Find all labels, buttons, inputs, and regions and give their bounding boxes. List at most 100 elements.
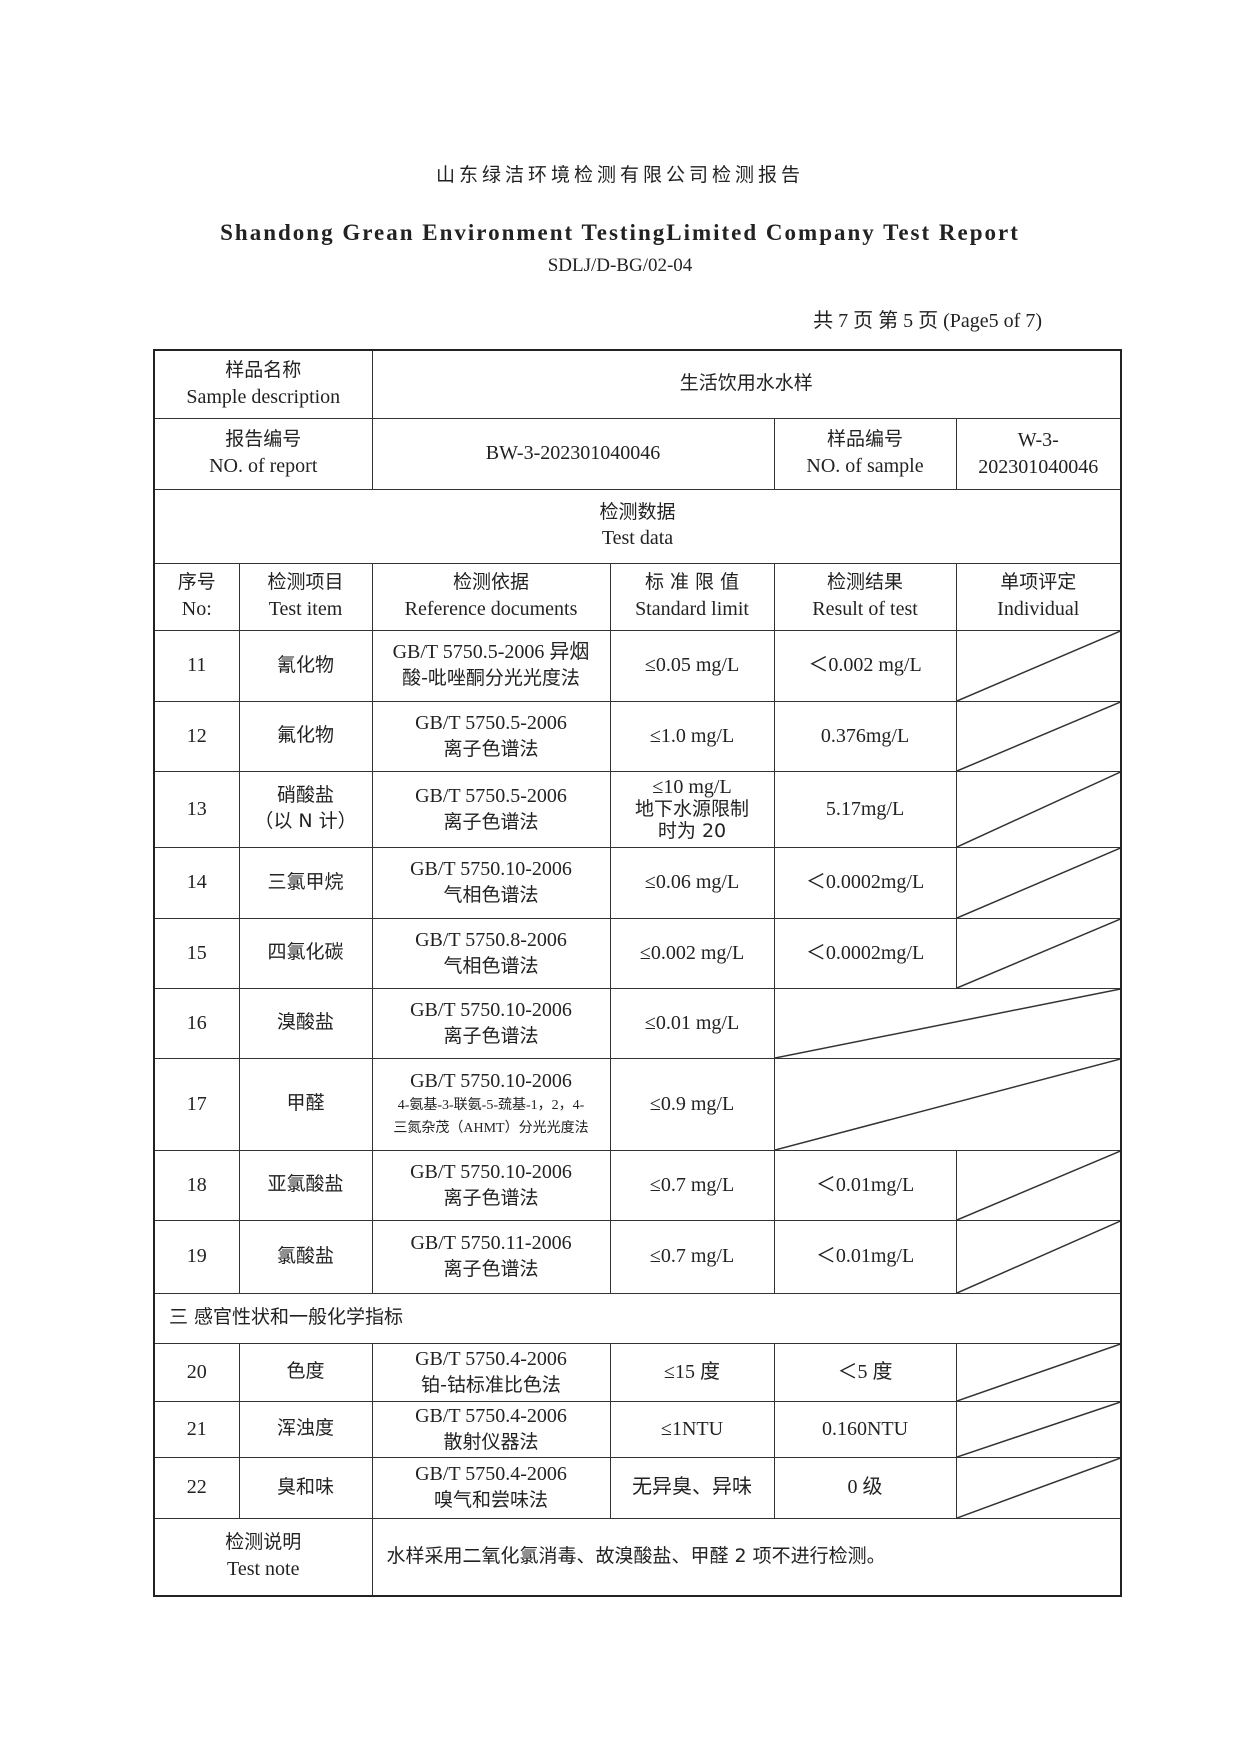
table-row: 15 四氯化碳 GB/T 5750.8-2006 气相色谱法 ≤0.002 mg/L ＜0… [153, 917, 1122, 989]
individual-evaluation [955, 1342, 1122, 1402]
test-note-text: 水样采用二氧化氯消毒、故溴酸盐、甲醛 2 项不进行检测。 [371, 1517, 1122, 1597]
test-result: ＜0.0002mg/L [773, 846, 957, 919]
standard-limit: ≤1.0 mg/L [609, 700, 775, 772]
slash-mark [775, 1059, 1121, 1150]
individual-evaluation [955, 1400, 1122, 1458]
test-item: 三氯甲烷 [238, 846, 373, 919]
row-no: 16 [153, 987, 240, 1059]
table-row: 12 氟化物 GB/T 5750.5-2006 离子色谱法 ≤1.0 mg/L 0.376… [153, 700, 1122, 772]
slash-mark [957, 1221, 1121, 1293]
sample-no-label: 样品编号 NO. of sample [773, 417, 957, 490]
table-row: 22 臭和味 GB/T 5750.4-2006 嗅气和尝味法 无异臭、异味 0 级 [153, 1456, 1122, 1519]
standard-limit: ≤0.7 mg/L [609, 1149, 775, 1221]
standard-limit: ≤0.01 mg/L [609, 987, 775, 1059]
reference-doc: GB/T 5750.11-2006 离子色谱法 [371, 1219, 611, 1294]
standard-limit: ≤1NTU [609, 1400, 775, 1458]
not-tested-cell [773, 1057, 1122, 1151]
col-no: 序号 No: [153, 562, 240, 631]
row-no: 17 [153, 1057, 240, 1151]
section-heading: 三 感官性状和一般化学指标 [153, 1292, 1122, 1344]
sample-desc-label: 样品名称 Sample description [153, 349, 373, 419]
slash-mark [957, 1151, 1121, 1220]
standard-limit: ≤15 度 [609, 1342, 775, 1402]
reference-doc: GB/T 5750.4-2006 散射仪器法 [371, 1400, 611, 1458]
col-ref: 检测依据 Reference documents [371, 562, 611, 631]
sample-desc-row: 样品名称 Sample description 生活饮用水水样 [153, 349, 1122, 419]
row-no: 20 [153, 1342, 240, 1402]
row-no: 11 [153, 629, 240, 702]
reference-doc: GB/T 5750.4-2006 铂-钴标准比色法 [371, 1342, 611, 1402]
reference-doc: GB/T 5750.5-2006 异烟 酸-吡唑酮分光光度法 [371, 629, 611, 702]
report-title-cn: 山东绿洁环境检测有限公司检测报告 [435, 164, 804, 186]
slash-mark [957, 848, 1121, 918]
reference-doc: GB/T 5750.8-2006 气相色谱法 [371, 917, 611, 989]
reference-doc: GB/T 5750.10-2006 离子色谱法 [371, 987, 611, 1059]
test-note-label: 检测说明 Test note [153, 1517, 373, 1597]
test-result: 5.17mg/L [773, 770, 957, 848]
slash-mark [957, 631, 1121, 701]
individual-evaluation [955, 700, 1122, 772]
report-no-value: BW-3-202301040046 [371, 417, 775, 490]
test-item: 硝酸盐 （以 N 计） [238, 770, 373, 848]
table-row: 19 氯酸盐 GB/T 5750.11-2006 离子色谱法 ≤0.7 mg/L ＜0.0… [153, 1219, 1122, 1294]
row-no: 18 [153, 1149, 240, 1221]
column-header-row: 序号 No: 检测项目 Test item 检测依据 Reference docume… [153, 562, 1122, 631]
individual-evaluation [955, 846, 1122, 919]
table-row: 17 甲醛 GB/T 5750.10-2006 4-氨基-3-联氨-5-巯基-1，2，… [153, 1057, 1122, 1151]
individual-evaluation [955, 1456, 1122, 1519]
reference-doc: GB/T 5750.10-2006 离子色谱法 [371, 1149, 611, 1221]
reference-doc: GB/T 5750.5-2006 离子色谱法 [371, 700, 611, 772]
test-result: 0.160NTU [773, 1400, 957, 1458]
col-item: 检测项目 Test item [238, 562, 373, 631]
test-item: 氟化物 [238, 700, 373, 772]
test-item: 氯酸盐 [238, 1219, 373, 1294]
reference-doc: GB/T 5750.10-2006 4-氨基-3-联氨-5-巯基-1，2，4- 三氮… [371, 1057, 611, 1151]
col-result: 检测结果 Result of test [773, 562, 957, 631]
test-item: 色度 [238, 1342, 373, 1402]
report-table: 样品名称 Sample description 生活饮用水水样 报告编号 NO. o… [153, 349, 1123, 1597]
test-item: 浑浊度 [238, 1400, 373, 1458]
individual-evaluation [955, 917, 1122, 989]
standard-limit: ≤0.002 mg/L [609, 917, 775, 989]
page-info: 共 7 页 第 5 页 (Page5 of 7) [813, 310, 1042, 332]
test-item: 臭和味 [238, 1456, 373, 1519]
table-row: 11 氰化物 GB/T 5750.5-2006 异烟 酸-吡唑酮分光光度法 ≤0.05 … [153, 629, 1122, 702]
report-no-row: 报告编号 NO. of report BW-3-202301040046 样品编号… [153, 417, 1122, 490]
test-item: 亚氯酸盐 [238, 1149, 373, 1221]
row-no: 22 [153, 1456, 240, 1519]
doc-code: SDLJ/D-BG/02-04 [547, 255, 693, 276]
row-no: 12 [153, 700, 240, 772]
slash-mark [957, 919, 1121, 988]
table-row: 18 亚氯酸盐 GB/T 5750.10-2006 离子色谱法 ≤0.7 mg/L ＜0.… [153, 1149, 1122, 1221]
col-limit: 标 准 限 值 Standard limit [609, 562, 775, 631]
slash-mark [957, 702, 1121, 771]
test-result: ＜0.01mg/L [773, 1149, 957, 1221]
table-row: 14 三氯甲烷 GB/T 5750.10-2006 气相色谱法 ≤0.06 mg/L ＜0… [153, 846, 1122, 919]
row-no: 15 [153, 917, 240, 989]
individual-evaluation [955, 629, 1122, 702]
reference-doc: GB/T 5750.5-2006 离子色谱法 [371, 770, 611, 848]
individual-evaluation [955, 1149, 1122, 1221]
table-row: 16 溴酸盐 GB/T 5750.10-2006 离子色谱法 ≤0.01 mg/L [153, 987, 1122, 1059]
standard-limit: ≤0.7 mg/L [609, 1219, 775, 1294]
slash-mark [775, 989, 1121, 1058]
test-result: ＜0.01mg/L [773, 1219, 957, 1294]
sample-desc-value: 生活饮用水水样 [371, 349, 1122, 419]
test-result: 0 级 [773, 1456, 957, 1519]
individual-evaluation [955, 770, 1122, 848]
standard-limit: 无异臭、异味 [609, 1456, 775, 1519]
report-title-en: Shandong Grean Environment TestingLimite… [220, 220, 1020, 245]
row-no: 19 [153, 1219, 240, 1294]
test-item: 四氯化碳 [238, 917, 373, 989]
row-no: 21 [153, 1400, 240, 1458]
individual-evaluation [955, 1219, 1122, 1294]
slash-mark [957, 1344, 1121, 1401]
row-no: 14 [153, 846, 240, 919]
test-result: ＜5 度 [773, 1342, 957, 1402]
reference-doc: GB/T 5750.4-2006 嗅气和尝味法 [371, 1456, 611, 1519]
table-row: 20 色度 GB/T 5750.4-2006 铂-钴标准比色法 ≤15 度＜5 度 [153, 1342, 1122, 1402]
slash-mark [957, 772, 1121, 847]
reference-doc: GB/T 5750.10-2006 气相色谱法 [371, 846, 611, 919]
test-result: ＜0.0002mg/L [773, 917, 957, 989]
slash-mark [957, 1402, 1121, 1457]
